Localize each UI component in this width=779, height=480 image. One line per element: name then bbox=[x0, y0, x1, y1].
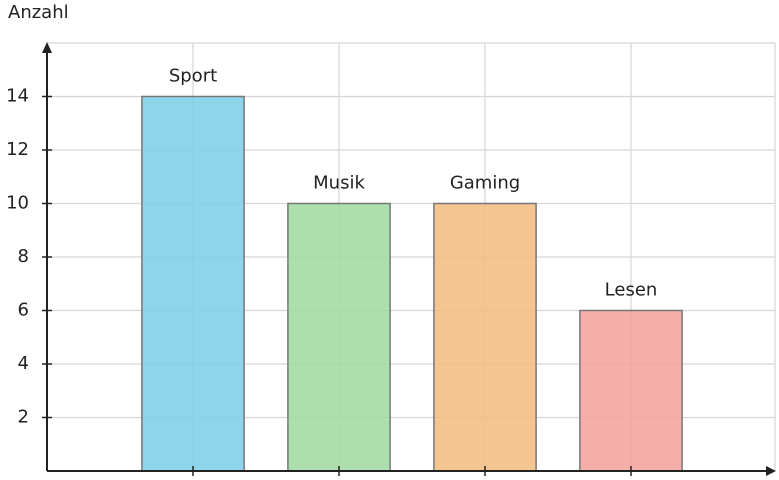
y-tick-label: 10 bbox=[6, 193, 29, 214]
plot: 2 4 6 8 10 12 14 Sport Musik Gaming Lesen bbox=[6, 43, 775, 476]
bar-label: Lesen bbox=[605, 280, 658, 301]
y-axis-arrow bbox=[42, 42, 52, 53]
bar bbox=[579, 309, 683, 472]
y-tick-label: 8 bbox=[18, 246, 29, 267]
bar bbox=[141, 95, 245, 472]
bar bbox=[433, 202, 537, 472]
y-tick-label: 14 bbox=[6, 86, 29, 107]
bar-label: Gaming bbox=[450, 173, 520, 194]
y-tick-label: 4 bbox=[18, 353, 29, 374]
y-tick-label: 6 bbox=[18, 300, 29, 321]
y-tick-label: 12 bbox=[6, 139, 29, 160]
bar bbox=[287, 202, 391, 472]
bar-label: Musik bbox=[313, 173, 365, 194]
x-axis-arrow bbox=[766, 466, 776, 476]
bar-label: Sport bbox=[169, 66, 217, 87]
y-axis-label: Anzahl bbox=[8, 2, 69, 23]
y-tick-label: 2 bbox=[18, 407, 29, 428]
